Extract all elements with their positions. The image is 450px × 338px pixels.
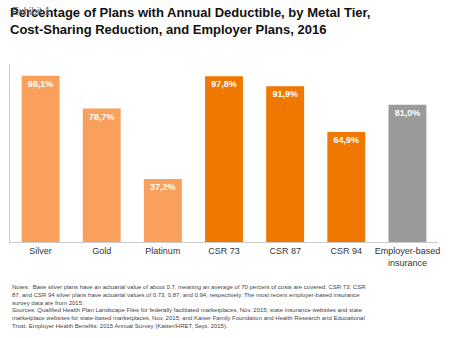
svg-text:Silver: Silver [29,246,52,256]
svg-text:64,9%: 64,9% [334,135,360,145]
svg-text:78,7%: 78,7% [89,112,115,122]
svg-text:91,9%: 91,9% [272,89,298,99]
svg-text:CSR 94: CSR 94 [331,246,363,256]
svg-text:Percentage of Plans with Annua: Percentage of Plans with Annual Deductib… [10,5,370,37]
svg-text:Gold: Gold [92,246,111,256]
svg-text:CSR 73: CSR 73 [208,246,240,256]
svg-text:98,1%: 98,1% [28,79,54,89]
svg-text:CSR 87: CSR 87 [269,246,301,256]
svg-text:Notes: Base silver plans have: Notes: Base silver plans have an actuari… [12,284,366,329]
svg-text:81,0%: 81,0% [395,108,421,118]
svg-text:Employer-basedinsurance: Employer-basedinsurance [375,246,441,268]
svg-text:Platinum: Platinum [145,246,180,256]
svg-text:37,2%: 37,2% [150,182,176,192]
svg-text:97,8%: 97,8% [211,79,237,89]
svg-text:Exhibit 1: Exhibit 1 [12,6,51,17]
